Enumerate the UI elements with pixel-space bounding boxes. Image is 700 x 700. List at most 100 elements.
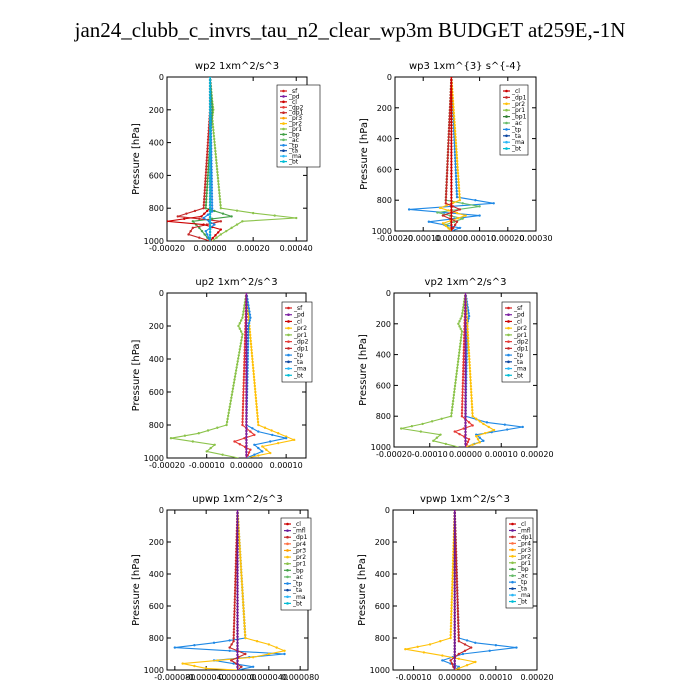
series-marker-cl <box>450 217 453 221</box>
series-marker-mfl <box>453 548 456 551</box>
series-marker-mfl <box>236 602 239 605</box>
series-marker-bt <box>208 87 212 91</box>
series-marker-pr2 <box>475 435 478 438</box>
series-marker-dp1 <box>233 592 237 595</box>
series-marker-pr2 <box>492 428 496 432</box>
series-marker-pr2 <box>243 630 247 634</box>
legend-marker <box>282 149 285 153</box>
series-marker-tp <box>213 223 216 226</box>
series-marker-dp2 <box>243 354 246 358</box>
legend-label: _ma <box>513 366 527 373</box>
series-marker-mfl <box>236 548 239 551</box>
series-marker-cl <box>450 175 453 178</box>
series-marker-bt <box>208 230 212 234</box>
series-marker-dp1 <box>448 114 451 118</box>
series-marker-dp2 <box>242 387 245 391</box>
series-marker-tp <box>515 646 518 649</box>
panel-2: wp3 1xm^{3} s^{-4} 0 200 400 600 800 1000 Press… <box>359 61 553 243</box>
series-marker-mfl <box>453 535 456 539</box>
legend-label: _pd <box>288 93 300 100</box>
series-marker-pd <box>464 355 467 358</box>
series-marker-pr1 <box>461 312 464 315</box>
series-marker-mfl <box>236 620 239 623</box>
series-marker-pr1 <box>238 327 242 330</box>
series-marker-pr1 <box>225 420 229 424</box>
series-marker-cl <box>450 142 453 145</box>
series-marker-dp1 <box>441 214 445 217</box>
series-marker-cl <box>167 220 169 223</box>
series-marker-bt <box>208 195 212 198</box>
legend-marker <box>505 115 508 118</box>
series-marker-pr2 <box>193 664 196 668</box>
series-marker-pr2 <box>455 211 459 215</box>
series-marker-pd <box>245 324 248 328</box>
legend-label: _cl <box>511 88 520 95</box>
series-marker-cl <box>450 214 453 218</box>
series-marker-tp <box>454 168 457 172</box>
series-marker-dp1 <box>447 138 450 142</box>
series-marker-dp1 <box>203 198 206 201</box>
series-marker-tp <box>458 226 462 230</box>
series-marker-bt <box>208 218 212 222</box>
series-marker-cl <box>450 112 453 115</box>
series-marker-bt <box>208 174 212 177</box>
series-marker-pd <box>464 309 467 313</box>
series-marker-dp2 <box>460 405 464 409</box>
series-marker-bt <box>208 105 212 109</box>
legend-marker <box>507 313 510 317</box>
series-marker-pr1 <box>251 211 255 215</box>
series-marker-dp2 <box>460 415 464 418</box>
legend-marker <box>511 561 514 565</box>
series-marker-pr2 <box>251 656 255 659</box>
series-line-tp <box>174 510 285 670</box>
legend-label: _cl <box>513 318 522 325</box>
series-marker-bt <box>208 129 212 132</box>
series-marker-tp <box>494 644 498 647</box>
series-marker-pr2 <box>250 351 254 355</box>
series-marker-mfl <box>453 560 456 563</box>
legend-label: _pr1 <box>292 561 306 568</box>
series-marker-dp1 <box>233 610 236 613</box>
series-marker-pd <box>245 423 248 427</box>
series-marker-pr2 <box>441 654 444 657</box>
series-marker-pr1 <box>458 348 461 351</box>
series-marker-pr1 <box>439 433 442 436</box>
series-marker-pr2 <box>249 342 253 346</box>
series-marker-pd <box>245 435 248 439</box>
series-marker-pr2 <box>242 604 245 607</box>
series-marker-dp1 <box>206 138 210 141</box>
legend-marker <box>282 95 285 98</box>
series-marker-pr2 <box>241 595 244 598</box>
legend-marker <box>287 367 290 370</box>
legend-marker <box>505 140 508 144</box>
series-marker-cl <box>450 163 453 166</box>
series-marker-mfl <box>453 653 456 657</box>
series-marker-cl <box>450 181 453 184</box>
series-marker-pr1 <box>461 309 465 312</box>
series-marker-pr2 <box>467 348 471 352</box>
series-marker-tp <box>228 639 231 642</box>
series-marker-pr2 <box>469 387 473 391</box>
series-marker-pd <box>464 382 467 385</box>
series-marker-pr1 <box>216 170 219 174</box>
series-marker-tp <box>193 644 196 647</box>
series-marker-cl <box>450 136 453 139</box>
legend-label: _ac <box>517 573 528 580</box>
series-marker-mfl <box>453 635 456 638</box>
y-tick-label: 0 <box>159 73 164 82</box>
series-marker-mfl <box>236 623 239 626</box>
legend-label: _dp2 <box>288 104 304 111</box>
series-marker-tp <box>204 229 207 233</box>
series-marker-tp <box>247 330 250 334</box>
series-marker-pd <box>464 421 467 425</box>
series-marker-pr1 <box>219 203 222 207</box>
legend-marker <box>505 147 508 150</box>
series-marker-pr1 <box>452 396 455 400</box>
series-marker-mfl <box>453 650 456 654</box>
series-marker-dp1 <box>233 586 237 589</box>
series-marker-dp1 <box>447 135 450 139</box>
legend-label: _ac <box>511 120 522 127</box>
series-marker-pr1 <box>456 360 460 363</box>
series-marker-pr1 <box>169 437 173 440</box>
series-marker-dp1 <box>176 215 179 218</box>
